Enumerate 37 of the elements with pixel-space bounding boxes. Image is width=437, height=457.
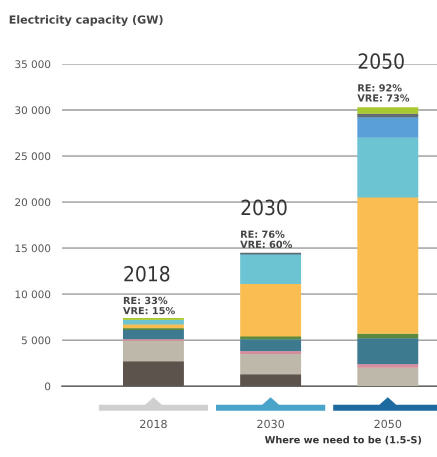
chart-title: Electricity capacity (GW) xyxy=(10,15,163,26)
bar xyxy=(122,320,184,324)
bar xyxy=(122,361,184,386)
bar xyxy=(240,374,302,386)
bar xyxy=(357,368,418,386)
bar xyxy=(122,324,184,328)
bar xyxy=(240,336,302,340)
y-tick-label: 25 000 xyxy=(15,152,50,160)
y-tick-label: 35 000 xyxy=(15,60,50,68)
y-tick-label: 0 xyxy=(45,382,50,390)
annotation: 2018 RE: 33% VRE: 15% xyxy=(123,266,175,314)
bar xyxy=(357,138,418,198)
y-tick-label: 20 000 xyxy=(15,198,50,206)
bar xyxy=(357,334,418,338)
x-tick-label: 2018 xyxy=(140,420,167,428)
annotation: 2050 RE: 92% VRE: 73% xyxy=(357,53,410,102)
bar xyxy=(357,107,418,114)
bar xyxy=(357,117,418,138)
bar xyxy=(357,114,418,118)
x-tick-label: 2030 xyxy=(257,420,284,428)
y-tick-label: 15 000 xyxy=(16,244,50,252)
annotation: 2030 RE: 76% VRE: 60% xyxy=(240,200,292,248)
bar xyxy=(240,351,302,354)
y-tick-label: 5 000 xyxy=(22,336,50,344)
y-tick-label: 10 000 xyxy=(16,290,50,298)
y-tick-label: 30 000 xyxy=(15,106,50,114)
bar xyxy=(122,341,184,362)
bar xyxy=(122,330,184,340)
bar xyxy=(240,284,302,336)
bar xyxy=(240,354,302,374)
text: Where we need to be (1.5-S) xyxy=(264,436,422,445)
bar xyxy=(357,197,418,334)
bar xyxy=(357,364,418,368)
bar xyxy=(240,339,302,352)
bar xyxy=(357,338,418,364)
x-tick-label: 2050 xyxy=(374,420,402,428)
bar xyxy=(240,254,302,284)
